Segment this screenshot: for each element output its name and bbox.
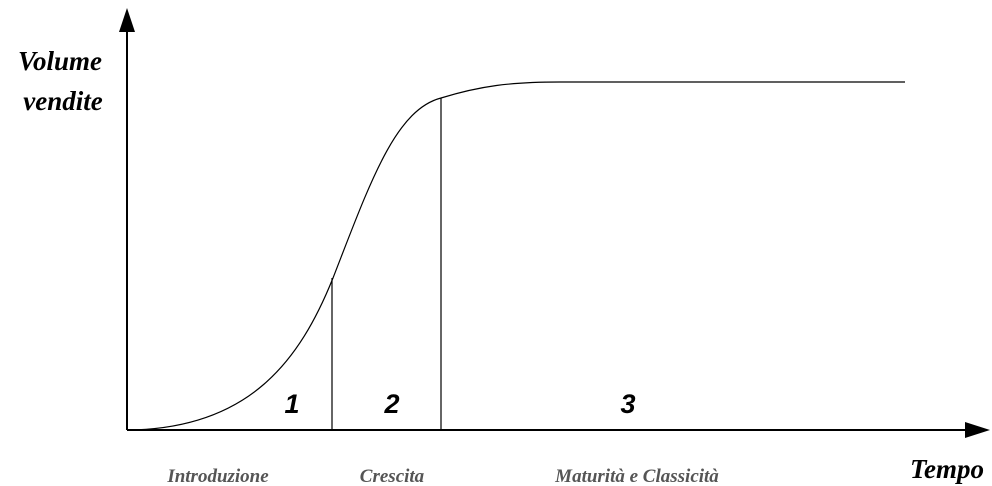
- y-axis-arrow: [119, 8, 135, 32]
- x-axis-label: Tempo: [910, 454, 984, 484]
- x-axis-arrow: [965, 422, 990, 438]
- sales-curve: [126, 81, 905, 431]
- phase-name: Introduzione: [166, 466, 269, 486]
- phase-number: 2: [383, 389, 399, 419]
- phase-name: Crescita: [360, 466, 425, 486]
- y-axis-label: vendite: [23, 86, 102, 116]
- phase-number: 1: [284, 389, 299, 419]
- y-axis-label: Volume: [18, 46, 102, 76]
- phase-number: 3: [620, 389, 635, 419]
- phase-name: Maturità e Classicità: [554, 466, 719, 486]
